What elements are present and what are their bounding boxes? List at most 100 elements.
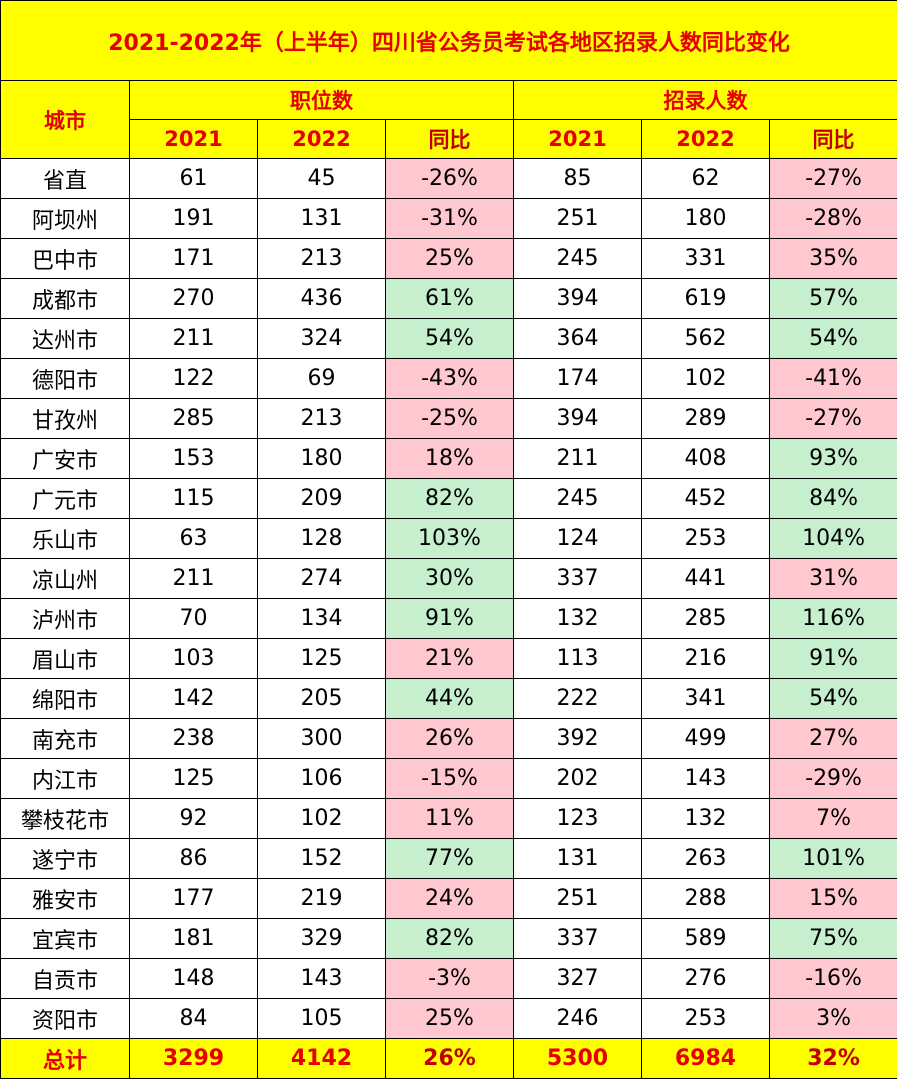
header-positions-group: 职位数: [129, 80, 514, 120]
city-cell: 成都市: [0, 278, 130, 319]
table-row: 雅安市 177 219 24% 251 288 15%: [0, 878, 897, 919]
positions-2022-cell: 329: [257, 918, 386, 959]
table-row: 眉山市 103 125 21% 113 216 91%: [0, 638, 897, 679]
positions-2022-cell: 69: [257, 358, 386, 399]
recruits-2022-cell: 589: [641, 918, 770, 959]
city-cell: 攀枝花市: [0, 798, 130, 839]
city-cell: 泸州市: [0, 598, 130, 639]
positions-2021-cell: 61: [129, 158, 258, 199]
recruits-2021-cell: 124: [513, 518, 642, 559]
recruits-2022-cell: 331: [641, 238, 770, 279]
table-row: 绵阳市 142 205 44% 222 341 54%: [0, 678, 897, 719]
positions-2021-cell: 285: [129, 398, 258, 439]
positions-2022-cell: 134: [257, 598, 386, 639]
recruits-2022-cell: 263: [641, 838, 770, 879]
recruits-yoy-cell: 93%: [768, 438, 897, 479]
total-positions-2021: 3299: [129, 1038, 258, 1079]
positions-2021-cell: 177: [129, 878, 258, 919]
recruits-2021-cell: 392: [513, 718, 642, 759]
table-row: 泸州市 70 134 91% 132 285 116%: [0, 598, 897, 639]
recruits-2022-cell: 276: [641, 958, 770, 999]
header-recruits-2022: 2022: [641, 119, 770, 159]
city-cell: 甘孜州: [0, 398, 130, 439]
positions-yoy-cell: 21%: [385, 638, 514, 679]
table-row: 遂宁市 86 152 77% 131 263 101%: [0, 838, 897, 879]
positions-yoy-cell: -43%: [385, 358, 514, 399]
positions-yoy-cell: 25%: [385, 238, 514, 279]
positions-2022-cell: 45: [257, 158, 386, 199]
positions-yoy-cell: 24%: [385, 878, 514, 919]
positions-yoy-cell: -26%: [385, 158, 514, 199]
recruits-yoy-cell: 54%: [768, 318, 897, 359]
table-row: 广安市 153 180 18% 211 408 93%: [0, 438, 897, 479]
positions-2022-cell: 180: [257, 438, 386, 479]
table-title: 2021-2022年（上半年）四川省公务员考试各地区招录人数同比变化: [0, 0, 897, 81]
recruits-2022-cell: 452: [641, 478, 770, 519]
table-row: 宜宾市 181 329 82% 337 589 75%: [0, 918, 897, 959]
table-row: 资阳市 84 105 25% 246 253 3%: [0, 998, 897, 1039]
header-positions-2021: 2021: [129, 119, 258, 159]
recruits-2021-cell: 337: [513, 558, 642, 599]
positions-2022-cell: 213: [257, 398, 386, 439]
recruits-yoy-cell: 91%: [768, 638, 897, 679]
recruits-2022-cell: 499: [641, 718, 770, 759]
city-cell: 广元市: [0, 478, 130, 519]
positions-yoy-cell: -15%: [385, 758, 514, 799]
recruits-2021-cell: 222: [513, 678, 642, 719]
positions-2021-cell: 70: [129, 598, 258, 639]
positions-2021-cell: 63: [129, 518, 258, 559]
city-cell: 南充市: [0, 718, 130, 759]
table-row: 甘孜州 285 213 -25% 394 289 -27%: [0, 398, 897, 439]
header-recruits-yoy: 同比: [768, 119, 897, 159]
header-positions-yoy: 同比: [385, 119, 514, 159]
recruits-yoy-cell: 15%: [768, 878, 897, 919]
recruits-2021-cell: 211: [513, 438, 642, 479]
recruits-yoy-cell: -27%: [768, 158, 897, 199]
city-cell: 巴中市: [0, 238, 130, 279]
positions-2021-cell: 122: [129, 358, 258, 399]
positions-yoy-cell: 30%: [385, 558, 514, 599]
recruits-yoy-cell: -41%: [768, 358, 897, 399]
positions-yoy-cell: 77%: [385, 838, 514, 879]
positions-2021-cell: 125: [129, 758, 258, 799]
table-row: 攀枝花市 92 102 11% 123 132 7%: [0, 798, 897, 839]
recruits-2022-cell: 441: [641, 558, 770, 599]
positions-2022-cell: 143: [257, 958, 386, 999]
recruits-2021-cell: 327: [513, 958, 642, 999]
recruits-2022-cell: 253: [641, 518, 770, 559]
positions-2022-cell: 205: [257, 678, 386, 719]
table-row: 广元市 115 209 82% 245 452 84%: [0, 478, 897, 519]
city-cell: 宜宾市: [0, 918, 130, 959]
recruits-2022-cell: 289: [641, 398, 770, 439]
recruits-2021-cell: 132: [513, 598, 642, 639]
recruits-2022-cell: 253: [641, 998, 770, 1039]
recruits-yoy-cell: 31%: [768, 558, 897, 599]
recruits-2022-cell: 285: [641, 598, 770, 639]
recruits-2021-cell: 394: [513, 398, 642, 439]
positions-yoy-cell: -31%: [385, 198, 514, 239]
positions-2021-cell: 238: [129, 718, 258, 759]
table-row: 内江市 125 106 -15% 202 143 -29%: [0, 758, 897, 799]
city-cell: 绵阳市: [0, 678, 130, 719]
recruits-yoy-cell: -16%: [768, 958, 897, 999]
table-row: 成都市 270 436 61% 394 619 57%: [0, 278, 897, 319]
positions-2021-cell: 181: [129, 918, 258, 959]
recruits-2022-cell: 408: [641, 438, 770, 479]
positions-2022-cell: 152: [257, 838, 386, 879]
recruits-yoy-cell: -29%: [768, 758, 897, 799]
positions-yoy-cell: 11%: [385, 798, 514, 839]
city-cell: 德阳市: [0, 358, 130, 399]
table-row: 达州市 211 324 54% 364 562 54%: [0, 318, 897, 359]
positions-2021-cell: 171: [129, 238, 258, 279]
table-row: 巴中市 171 213 25% 245 331 35%: [0, 238, 897, 279]
city-cell: 遂宁市: [0, 838, 130, 879]
recruits-2022-cell: 143: [641, 758, 770, 799]
positions-yoy-cell: 25%: [385, 998, 514, 1039]
table-row: 凉山州 211 274 30% 337 441 31%: [0, 558, 897, 599]
recruits-yoy-cell: 7%: [768, 798, 897, 839]
recruits-2021-cell: 364: [513, 318, 642, 359]
recruits-2022-cell: 288: [641, 878, 770, 919]
total-positions-yoy: 26%: [385, 1038, 514, 1079]
positions-2022-cell: 125: [257, 638, 386, 679]
